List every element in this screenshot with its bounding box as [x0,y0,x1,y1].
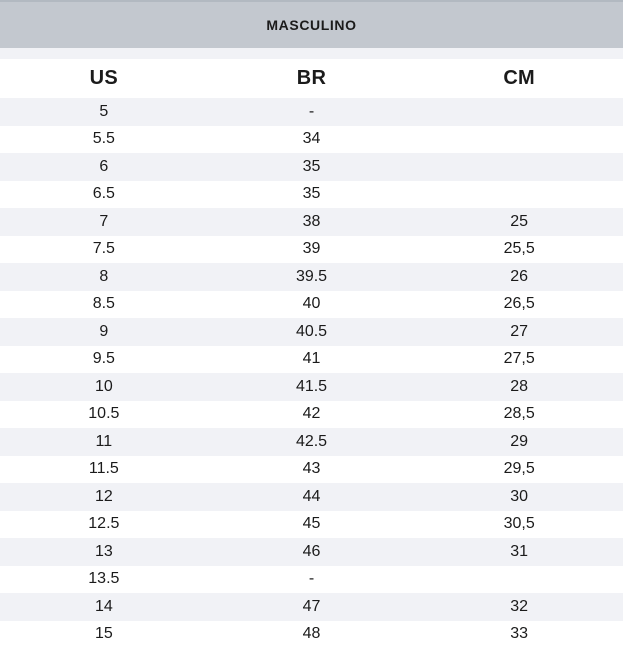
table-cell-us: 6 [99,157,109,175]
table-cell-br: - [308,102,315,120]
table-row: 9 40.5 27 [0,318,623,346]
table-cell-br: 41 [302,350,321,368]
column-header-us: US [89,67,119,89]
table-cell-cm: 30 [510,487,529,505]
table-cell-us: 11 [95,432,113,450]
table-cell-cm: 27,5 [503,350,535,368]
table-row: 12.5 45 30,5 [0,510,623,538]
table-row: 6.5 35 [0,180,623,208]
table-cell-br: 46 [302,542,321,560]
table-cell-cm: 28,5 [503,405,535,423]
table-body: 5-5.5 34 6 35 6.5 35 7 38 25 7.5 39 25,5 8 39.5 26 8.5 4… [0,98,623,648]
table-row: 11.5 43 29,5 [0,455,623,483]
table-cell-cm: 28 [510,377,529,395]
table-title-band: MASCULINO [0,0,623,48]
table-row: 5.5 34 [0,125,623,153]
table-cell-br: 40 [302,295,321,313]
table-row: 10 41.5 28 [0,373,623,401]
table-cell-cm: 30,5 [503,515,535,533]
table-cell-cm: 29 [510,432,529,450]
table-row: 7 38 25 [0,208,623,236]
table-cell-br: 40.5 [295,322,328,340]
table-row: 15 48 33 [0,620,623,648]
table-title: MASCULINO [266,17,357,33]
column-header-br: BR [296,67,327,89]
table-cell-br: 42 [302,405,321,423]
table-cell-br: 41.5 [295,377,328,395]
table-row: 7.5 39 25,5 [0,235,623,263]
table-row: 13 46 31 [0,538,623,566]
table-cell-br: 35 [302,157,321,175]
column-header-row: US BR CM [0,59,623,98]
table-cell-br: 42.5 [295,432,328,450]
table-cell-br: 35 [302,185,321,203]
table-cell-us: 13 [94,542,113,560]
table-cell-us: 9.5 [92,350,115,368]
table-cell-cm: 33 [510,625,529,643]
table-cell-us: 11.5 [88,460,119,478]
table-cell-us: 14 [94,597,113,615]
table-cell-cm: 25,5 [503,240,535,258]
table-row: 14 47 32 [0,593,623,621]
table-cell-us: 10 [94,377,113,395]
table-cell-us: 5 [99,102,109,120]
table-cell-br: 34 [302,130,321,148]
table-cell-us: 9 [99,322,109,340]
table-row: 8.5 40 26,5 [0,290,623,318]
table-cell-br: 45 [302,515,321,533]
table-cell-us: 8.5 [92,295,115,313]
table-cell-br: 39 [302,240,321,258]
table-cell-us: 6.5 [92,185,115,203]
table-cell-cm: 25 [510,212,529,230]
table-cell-us: 12 [94,487,113,505]
table-cell-us: 5.5 [92,130,115,148]
table-cell-us: 15 [94,625,113,643]
table-cell-us: 7.5 [92,240,115,258]
table-cell-br: 43 [302,460,321,478]
table-row: 13.5 - [0,565,623,593]
table-row: 12 44 30 [0,483,623,511]
table-cell-us: 7 [99,212,109,230]
table-cell-br: 47 [302,597,321,615]
table-cell-cm: 29,5 [503,460,535,478]
table-row: 10.5 42 28,5 [0,400,623,428]
table-row: 5- [0,98,623,126]
table-cell-cm: 26,5 [503,295,535,313]
table-cell-br: 38 [302,212,321,230]
table-cell-us: 12.5 [88,515,120,533]
table-row: 9.5 41 27,5 [0,345,623,373]
table-cell-br: 44 [302,487,321,505]
table-cell-cm: 31 [510,542,529,560]
table-cell-us: 8 [99,267,109,285]
table-cell-br: - [308,570,315,588]
table-cell-cm: 32 [510,597,529,615]
table-row: 11 42.5 29 [0,428,623,456]
table-row: 6 35 [0,153,623,181]
table-row: 8 39.5 26 [0,263,623,291]
table-cell-us: 10.5 [88,405,120,423]
table-cell-br: 48 [302,625,321,643]
spacer-row [0,48,623,59]
table-cell-br: 39.5 [295,267,328,285]
column-header-cm: CM [503,67,536,89]
table-cell-cm: 27 [510,322,529,340]
table-cell-cm: 26 [510,267,529,285]
table-cell-us: 13.5 [88,570,120,588]
